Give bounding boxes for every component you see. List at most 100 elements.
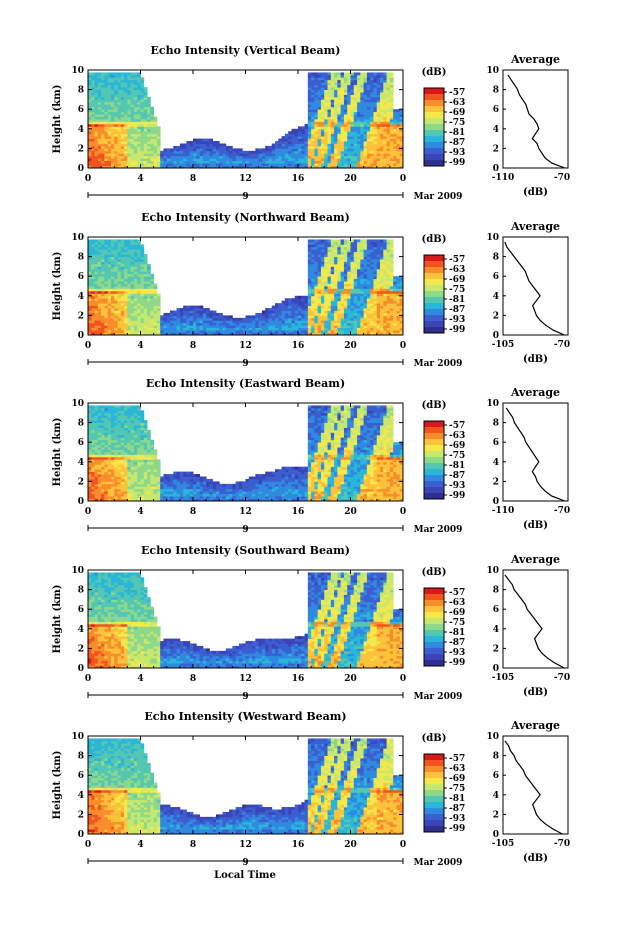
heatmap-cell <box>350 131 355 135</box>
heatmap-cell <box>114 99 118 103</box>
heatmap-cell <box>130 84 135 88</box>
heatmap-cell <box>343 72 348 76</box>
heatmap-cell <box>301 315 305 319</box>
heatmap-cell <box>363 271 368 275</box>
heatmap-cell <box>353 271 358 275</box>
heatmap-cell <box>140 322 145 326</box>
heatmap-cell <box>320 133 325 137</box>
heatmap-cell <box>143 254 148 257</box>
heatmap-cell <box>317 160 322 164</box>
heatmap-cell <box>314 131 319 135</box>
heatmap-cell <box>340 317 345 321</box>
heatmap-cell <box>340 298 345 302</box>
heatmap-cell <box>133 131 138 135</box>
heatmap-cell <box>343 101 348 105</box>
heatmap-cell <box>396 288 401 292</box>
heatmap-cell <box>202 150 207 154</box>
heatmap-cell <box>396 111 401 115</box>
heatmap-cell <box>176 330 181 333</box>
heatmap-cell <box>370 123 374 127</box>
heatmap-cell <box>393 163 397 166</box>
heatmap-cell <box>370 94 374 98</box>
heatmap-cell <box>130 72 135 76</box>
heatmap-cell <box>389 327 394 331</box>
heatmap-cell <box>327 293 332 297</box>
heatmap-cell <box>104 315 109 319</box>
heatmap-cell <box>147 141 151 144</box>
heatmap-cell <box>133 281 138 284</box>
heatmap-cell <box>176 145 181 149</box>
heatmap-cell <box>347 244 351 248</box>
heatmap-cell <box>334 79 338 83</box>
heatmap-cell <box>340 126 345 130</box>
heatmap-cell <box>380 298 384 302</box>
heatmap-cell <box>324 163 328 166</box>
heatmap-cell <box>88 332 92 336</box>
heatmap-cell <box>386 99 391 103</box>
heatmap-cell <box>366 116 371 120</box>
x-tick-label: 0 <box>85 174 91 184</box>
heatmap-cell <box>114 128 118 132</box>
heatmap-cell <box>117 163 122 166</box>
heatmap-cell <box>114 332 118 336</box>
heatmap-cell <box>133 87 138 90</box>
heatmap-cell <box>353 82 358 86</box>
heatmap-cell <box>376 327 381 331</box>
heatmap-cell <box>380 136 384 139</box>
heatmap-cell <box>114 104 118 108</box>
heatmap-cell <box>101 256 105 260</box>
heatmap-cell <box>330 317 335 321</box>
heatmap-cell <box>176 312 181 316</box>
panel-0: Echo Intensity (Vertical Beam)0246810Hei… <box>52 44 570 202</box>
heatmap-cell <box>360 89 365 93</box>
heatmap-cell <box>120 109 125 113</box>
heatmap-cell <box>94 160 99 164</box>
heatmap-cell <box>232 325 237 329</box>
heatmap-cell <box>124 312 128 316</box>
colorbar-tick-label: -57 <box>449 88 465 98</box>
heatmap-cell <box>334 327 338 331</box>
heatmap-cell <box>383 295 387 299</box>
heatmap-cell <box>366 72 371 76</box>
heatmap-cell <box>255 322 260 326</box>
heatmap-cell <box>186 150 191 154</box>
heatmap-cell <box>360 131 365 135</box>
heatmap-cell <box>373 77 378 81</box>
heatmap-cell <box>137 288 141 292</box>
heatmap-cell <box>343 261 348 265</box>
heatmap-cell <box>133 244 138 248</box>
heatmap-cell <box>376 123 381 127</box>
heatmap-cell <box>330 89 335 93</box>
heatmap-cell <box>147 150 151 154</box>
heatmap-cell <box>393 315 397 319</box>
heatmap-cell <box>327 165 332 169</box>
heatmap-cell <box>386 165 391 169</box>
heatmap-cell <box>386 89 391 93</box>
heatmap-cell <box>238 332 243 336</box>
heatmap-cell <box>386 298 391 302</box>
heatmap-cell <box>215 320 220 324</box>
heatmap-cell <box>337 300 342 304</box>
heatmap-cell <box>275 332 279 336</box>
heatmap-cell <box>222 143 227 147</box>
heatmap-cell <box>314 133 319 137</box>
heatmap-cell <box>147 266 151 270</box>
heatmap-cell <box>386 322 391 326</box>
heatmap-cell <box>360 94 365 98</box>
heatmap-cell <box>284 155 289 159</box>
heatmap-cell <box>317 153 322 157</box>
heatmap-cell <box>343 273 348 277</box>
heatmap-cell <box>360 241 365 245</box>
heatmap-cell <box>363 114 368 117</box>
heatmap-cell <box>222 165 227 169</box>
heatmap-cell <box>88 99 92 103</box>
heatmap-cell <box>127 312 132 316</box>
heatmap-cell <box>383 286 387 289</box>
heatmap-cell <box>320 266 325 270</box>
heatmap-cell <box>97 128 102 132</box>
heatmap-cell <box>160 322 164 326</box>
heatmap-cell <box>320 126 325 130</box>
colorbar-swatch <box>424 88 444 95</box>
x-tick-label: 12 <box>239 341 252 351</box>
heatmap-cell <box>189 143 194 147</box>
